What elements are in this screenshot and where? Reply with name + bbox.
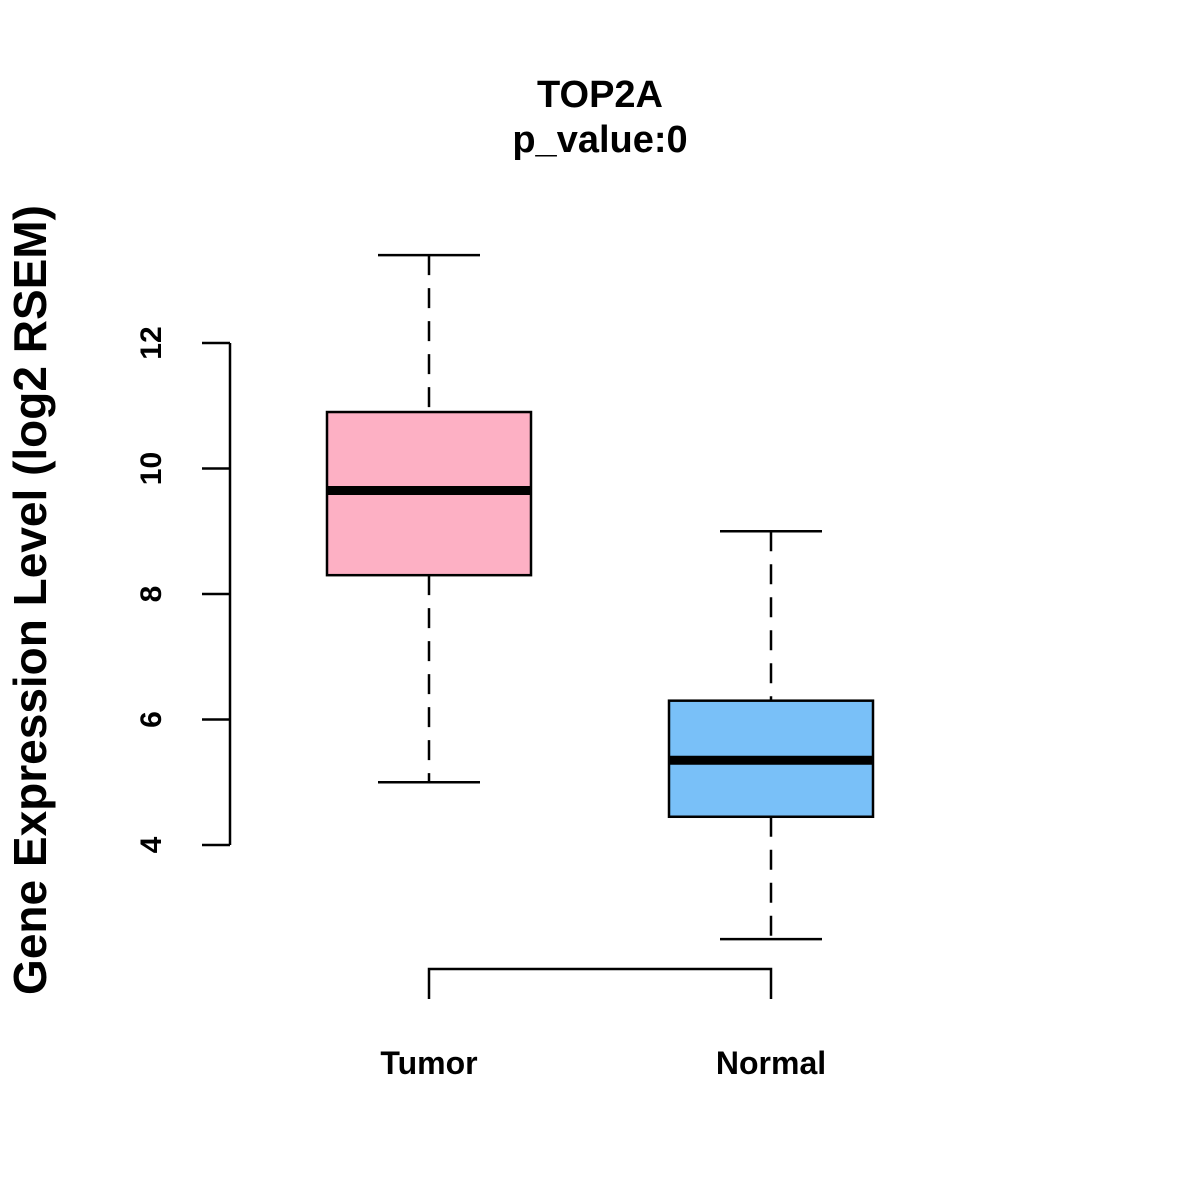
y-tick-label: 6 — [135, 711, 168, 728]
boxes — [325, 253, 875, 941]
x-category-label: Tumor — [380, 1045, 477, 1081]
y-axis-label: Gene Expression Level (log2 RSEM) — [4, 205, 56, 995]
y-axis: 4 6 8 10 12 — [135, 326, 232, 853]
box-tumor — [325, 253, 533, 784]
x-axis: Tumor Normal — [380, 967, 826, 1081]
x-axis-bracket — [427, 967, 773, 999]
box-normal — [667, 530, 875, 941]
y-tick-label: 8 — [135, 586, 168, 603]
chart-subtitle: p_value:0 — [512, 119, 687, 161]
y-tick-label: 12 — [135, 326, 168, 359]
y-tick-label: 4 — [135, 836, 168, 853]
y-tick-label: 10 — [135, 452, 168, 485]
x-category-label: Normal — [716, 1045, 826, 1081]
chart-title: TOP2A — [537, 74, 663, 116]
